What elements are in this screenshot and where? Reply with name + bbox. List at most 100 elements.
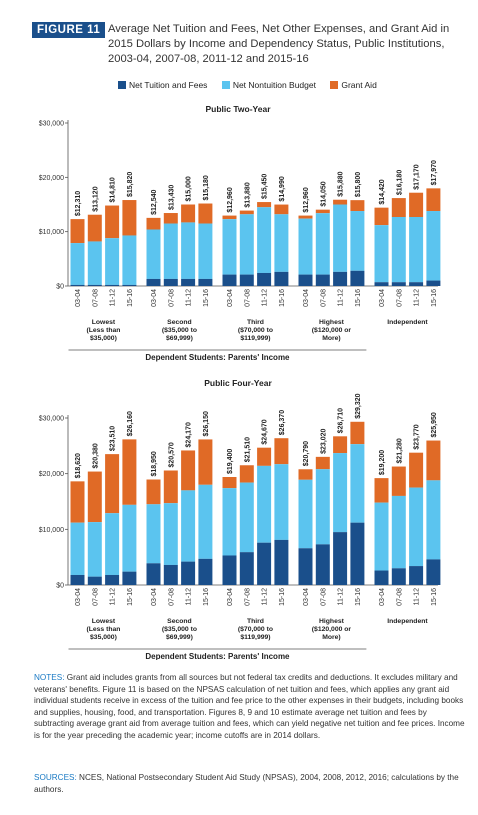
bar-total-label: $20,380 — [92, 443, 99, 468]
group-label: (Less than — [86, 626, 120, 633]
x-tick-label: 07-08 — [244, 588, 251, 606]
bar-total-label: $25,950 — [431, 412, 438, 437]
bar-grant-aid — [163, 213, 178, 224]
bar-total-label: $12,960 — [303, 187, 310, 212]
group-label: Highest — [319, 319, 345, 326]
x-tick-label: 11-12 — [110, 588, 117, 605]
group-label: ($120,000 or — [312, 327, 352, 334]
bar-total-label: $13,430 — [168, 185, 175, 210]
x-tick-label: 07-08 — [244, 289, 251, 307]
bar-net-nontuition — [298, 479, 313, 549]
bar-net-tuition — [105, 284, 120, 286]
bar-net-nontuition — [181, 490, 196, 562]
bar-grant-aid — [70, 481, 85, 523]
y-tick-label: $20,000 — [39, 175, 64, 182]
bar-net-tuition — [298, 274, 313, 286]
notes-label: NOTES: — [34, 673, 65, 682]
figure-title: Average Net Tuition and Fees, Net Other … — [108, 23, 450, 65]
bar-grant-aid — [298, 469, 313, 480]
bar-net-nontuition — [391, 216, 406, 283]
x-tick-label: 03-04 — [227, 289, 234, 307]
x-tick-label: 03-04 — [75, 588, 82, 606]
x-tick-label: 07-08 — [320, 289, 327, 307]
bar-net-tuition — [350, 522, 365, 585]
x-tick-label: 15-16 — [127, 588, 134, 606]
bar-net-nontuition — [70, 243, 85, 285]
bar-total-label: $15,880 — [338, 171, 345, 196]
bar-grant-aid — [391, 466, 406, 496]
bar-net-nontuition — [163, 223, 178, 279]
bar-net-nontuition — [105, 513, 120, 575]
bar-net-nontuition — [122, 235, 137, 285]
bar-net-tuition — [70, 284, 85, 286]
bar-total-label: $20,570 — [168, 442, 175, 467]
x-tick-label: 11-12 — [414, 289, 421, 306]
bar-grant-aid — [146, 479, 161, 505]
x-tick-label: 11-12 — [186, 289, 193, 306]
bar-net-tuition — [181, 561, 196, 585]
bar-net-tuition — [181, 278, 196, 286]
group-label: $119,999) — [240, 335, 270, 342]
group-label: Second — [167, 618, 192, 625]
bar-net-nontuition — [87, 241, 102, 285]
group-label: $69,999) — [166, 634, 193, 641]
bar-grant-aid — [274, 204, 289, 215]
bar-net-nontuition — [105, 238, 120, 285]
bar-net-nontuition — [146, 229, 161, 279]
y-tick-label: $20,000 — [39, 471, 64, 478]
y-tick-label: $0 — [56, 583, 64, 590]
x-axis-title: Dependent Students: Parents' Income — [145, 652, 290, 660]
bar-net-tuition — [257, 272, 272, 286]
bar-net-nontuition — [350, 444, 365, 523]
bar-net-tuition — [222, 555, 237, 585]
bar-net-tuition — [70, 574, 85, 585]
x-tick-label: 03-04 — [303, 289, 310, 307]
bar-grant-aid — [70, 219, 85, 244]
group-label: $35,000) — [90, 335, 117, 342]
sources-paragraph: SOURCES: NCES, National Postsecondary St… — [34, 772, 468, 795]
bar-total-label: $13,120 — [92, 186, 99, 211]
bar-total-label: $23,510 — [110, 426, 117, 451]
bar-net-nontuition — [409, 216, 424, 283]
bar-grant-aid — [350, 421, 365, 445]
bar-net-nontuition — [315, 213, 330, 275]
bar-total-label: $15,450 — [262, 174, 269, 199]
bar-total-label: $23,770 — [414, 424, 421, 449]
bar-total-label: $20,790 — [303, 441, 310, 466]
bar-total-label: $14,810 — [110, 177, 117, 202]
legend-tuition: Net Tuition and Fees — [118, 80, 207, 90]
bar-net-nontuition — [70, 522, 85, 575]
x-tick-label: 03-04 — [151, 588, 158, 606]
bar-net-nontuition — [298, 218, 313, 275]
bar-grant-aid — [105, 454, 120, 514]
x-tick-label: 03-04 — [227, 588, 234, 606]
x-tick-label: 11-12 — [262, 289, 269, 306]
legend-label-nontuition: Net Nontuition Budget — [232, 80, 316, 90]
bar-grant-aid — [87, 214, 102, 242]
bar-net-tuition — [274, 539, 289, 585]
bar-net-nontuition — [222, 219, 237, 275]
bar-total-label: $23,020 — [320, 428, 327, 453]
bar-net-nontuition — [426, 211, 441, 281]
x-tick-label: 07-08 — [92, 588, 99, 606]
group-label: Lowest — [92, 618, 116, 625]
bar-total-label: $24,170 — [186, 422, 193, 447]
bar-grant-aid — [409, 192, 424, 217]
bar-grant-aid — [374, 207, 389, 226]
bar-total-label: $26,710 — [338, 408, 345, 433]
x-tick-label: 11-12 — [186, 588, 193, 605]
bar-net-nontuition — [391, 495, 406, 569]
bar-grant-aid — [333, 199, 348, 205]
legend-swatch-tuition — [118, 81, 126, 89]
bar-total-label: $17,170 — [414, 164, 421, 189]
bar-grant-aid — [122, 439, 137, 505]
bar-total-label: $19,400 — [227, 449, 234, 474]
x-tick-label: 07-08 — [92, 289, 99, 307]
bar-total-label: $14,050 — [320, 181, 327, 206]
x-tick-label: 11-12 — [414, 588, 421, 605]
bar-total-label: $26,160 — [127, 411, 134, 436]
bar-net-nontuition — [163, 503, 178, 565]
y-tick-label: $30,000 — [39, 121, 64, 128]
bar-grant-aid — [198, 203, 213, 224]
panel-title: Public Four-Year — [204, 378, 272, 388]
